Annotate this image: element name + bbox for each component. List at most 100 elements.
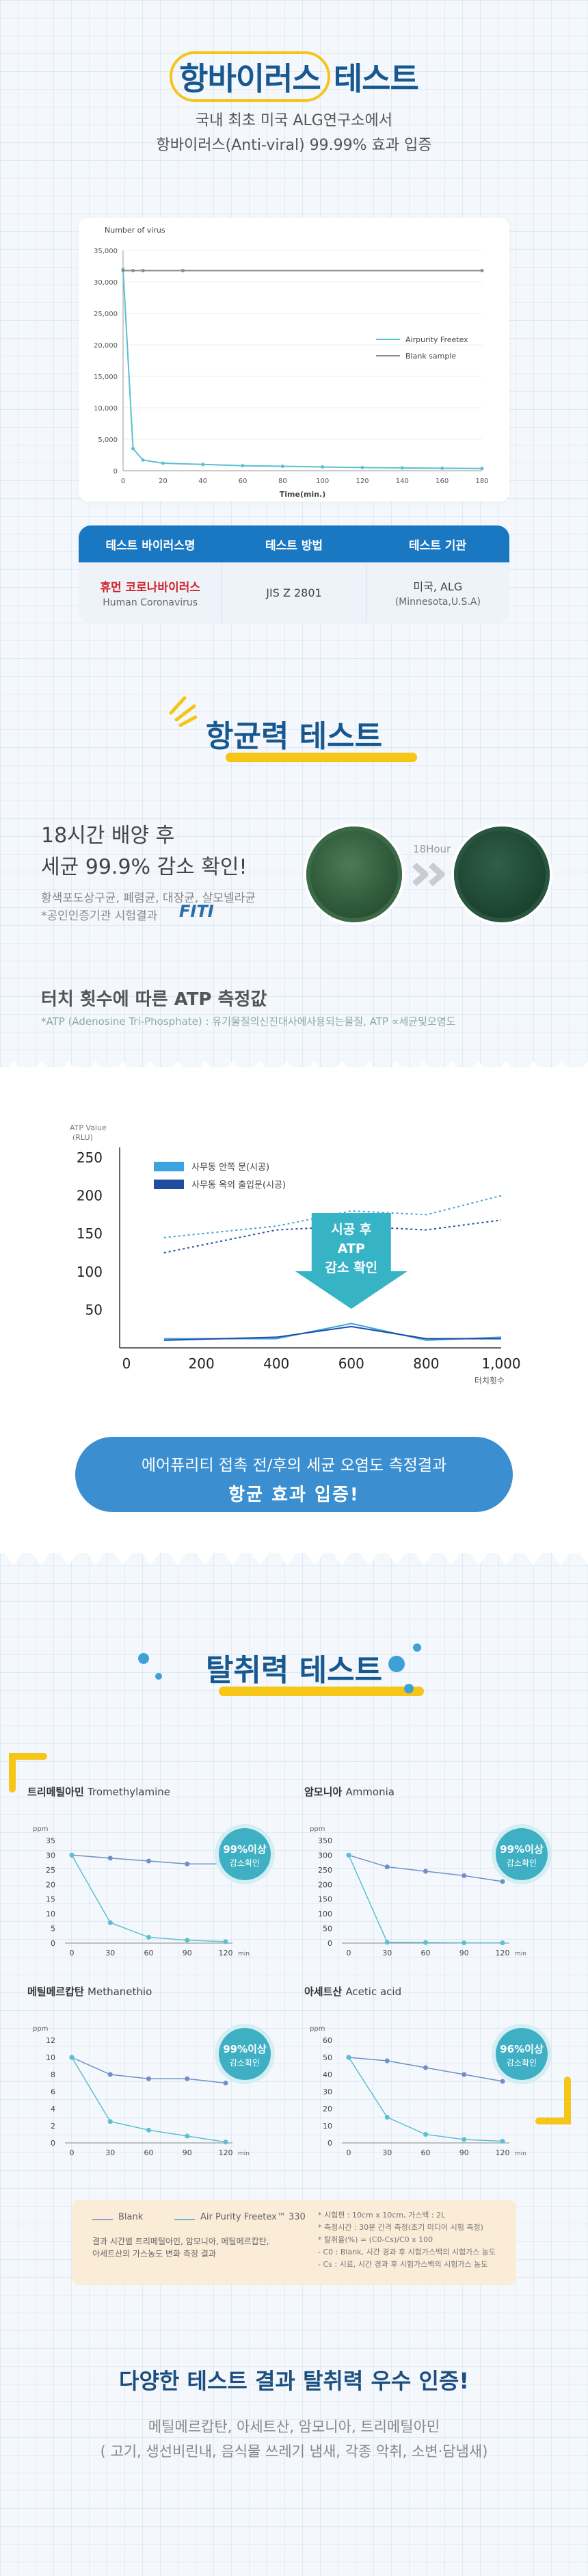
y-tick-label: 5 (51, 1925, 55, 1934)
petri-dish-before (306, 827, 402, 922)
blank-point (146, 2076, 151, 2081)
antiviral-sub1: 국내 최초 미국 ALG연구소에서 (196, 112, 392, 129)
x-tick-label: 60 (144, 2148, 154, 2157)
y-axis-label: ppm (33, 2025, 48, 2033)
legend-blank-swatch (92, 2219, 113, 2220)
x-tick-label: 100 (316, 478, 329, 485)
blank-point (500, 2079, 505, 2084)
legend-swatch (154, 1162, 184, 1171)
y-tick-label: 100 (77, 1264, 103, 1280)
apf-point (346, 2055, 351, 2060)
y-tick-label: 50 (323, 2053, 332, 2062)
apf-point (223, 2139, 228, 2145)
x-tick-label: 60 (421, 1949, 431, 1957)
title-brush-2 (219, 1687, 424, 1696)
x-tick-label: 90 (183, 1949, 192, 1957)
table-header-method: 테스트 방법 (265, 538, 323, 553)
data-point (131, 268, 135, 272)
x-tick-label: 0 (122, 1355, 131, 1372)
x-tick-label: 120 (496, 1949, 510, 1957)
apf-point (69, 1852, 75, 1858)
table-cell-virus: 휴먼 코로나바이러스 Human Coronavirus (79, 562, 222, 623)
y-tick-label: 60 (323, 2036, 332, 2045)
badge-text: 감소확인 (230, 1858, 260, 1868)
table-header-org: 테스트 기관 (408, 538, 467, 553)
y-tick-label: 30,000 (94, 279, 118, 287)
data-point (241, 464, 245, 468)
badge-text: 감소확인 (507, 1858, 537, 1868)
atp-result-pill: 에어퓨리티 접촉 전/후의 세균 오염도 측정결과 항균 효과 입증! (75, 1437, 513, 1512)
blank-point (462, 2072, 467, 2077)
y-tick-label: 20 (46, 1880, 55, 1889)
x-tick-label: 40 (198, 478, 207, 485)
legend-swatch (154, 1180, 184, 1189)
callout-text: 시공 후 (331, 1222, 371, 1237)
x-axis-unit: min (238, 2150, 250, 2157)
blank-point (146, 1858, 151, 1864)
fiti-logo: FITI (179, 902, 214, 921)
legend-label: Blank sample (405, 352, 456, 361)
x-axis-label: Time(min.) (280, 490, 326, 499)
legend-label: 사무동 안쪽 문(시공) (191, 1162, 269, 1173)
badge-circle (219, 1828, 271, 1880)
y-tick-label: 250 (77, 1149, 103, 1166)
blank-point (500, 1879, 505, 1884)
zigzag-top (0, 1061, 588, 1078)
y-tick-label: 250 (318, 1866, 332, 1875)
legend-blank-label: Blank (118, 2212, 144, 2222)
table-row: 휴먼 코로나바이러스 Human Coronavirus JIS Z 2801 … (79, 562, 509, 623)
table-cell-org: 미국, ALG (Minnesota,U.S.A) (365, 562, 509, 623)
badge-text: 99%이상 (223, 1843, 267, 1856)
y-tick-label: 100 (318, 1910, 332, 1918)
virus-chart-card: Number of virus 0 5,000 10,000 15,000 20,000 2… (79, 218, 509, 502)
x-tick-label: 0 (70, 1949, 75, 1957)
apf-point (107, 1920, 113, 1925)
data-point (201, 463, 205, 467)
x-tick-label: 30 (382, 2148, 392, 2157)
atp-chart: ATP Value(RLU) 50 100 150 200 250 0 200 400 600 80… (70, 1123, 521, 1385)
legend-apf-swatch (174, 2219, 195, 2220)
data-point (360, 465, 364, 469)
table-cell-method: JIS Z 2801 (222, 562, 365, 623)
y-tick-label: 2 (51, 2122, 55, 2131)
title-brush (226, 753, 417, 762)
apf-point (185, 1938, 190, 1943)
apf-point (423, 1940, 428, 1945)
y-axis-unit: (RLU) (72, 1133, 93, 1142)
badge-circle (496, 1828, 548, 1880)
y-tick-label: 6 (51, 2087, 55, 2096)
y-tick-label: 150 (77, 1225, 103, 1242)
y-tick-label: 0 (51, 2139, 55, 2148)
apf-point (500, 1940, 505, 1946)
x-axis-unit: min (515, 1951, 526, 1957)
blank-point (384, 1864, 390, 1870)
antiviral-table: 테스트 바이러스명 테스트 방법 테스트 기관 휴먼 코로나바이러스 Human… (79, 525, 509, 623)
x-tick-label: 120 (496, 2148, 510, 2157)
blank-point (107, 2072, 113, 2077)
atp-note: *ATP (Adenosine Tri-Phosphate) : 유기물질의신진… (41, 1015, 456, 1028)
y-tick-label: 15,000 (94, 374, 118, 381)
x-axis-label: 터치횟수 (475, 1376, 505, 1385)
data-point (141, 458, 145, 462)
apf-line (348, 1855, 503, 1944)
x-tick-label: 180 (475, 478, 488, 485)
blank-point (223, 2081, 228, 2085)
blank-point (185, 2076, 190, 2081)
y-tick-label: 350 (318, 1836, 332, 1845)
antiviral-title-highlight: 항바이러스 (170, 51, 330, 102)
x-tick-label: 200 (189, 1355, 215, 1372)
methanethiol-label: 메틸메르캅탄 Methanethio (27, 1986, 152, 1998)
blank-point (423, 2065, 428, 2070)
x-tick-label: 30 (105, 1949, 115, 1957)
y-axis-label: ppm (310, 1825, 325, 1833)
y-tick-label: 15 (46, 1895, 55, 1904)
y-tick-label: 5,000 (98, 437, 118, 444)
note-line: - Cs : 시료, 시간 경과 후 시험가스백의 시험가스 농도 (318, 2260, 488, 2269)
table-header: 테스트 바이러스명 테스트 방법 테스트 기관 (79, 525, 509, 562)
legend-notes: * 시험편 : 10cm x 10cm, 가스백 : 2L * 측정시간 : 3… (318, 2209, 509, 2271)
y-tick-label: 35 (46, 1836, 55, 1845)
x-tick-label: 0 (70, 2148, 75, 2157)
x-tick-label: 20 (159, 478, 168, 485)
